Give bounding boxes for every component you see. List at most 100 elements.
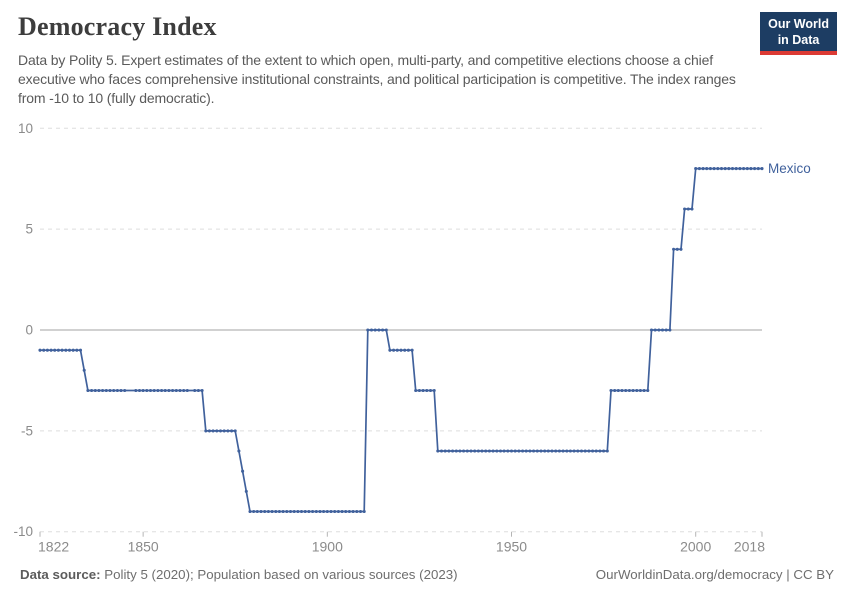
data-point[interactable] [683,207,687,211]
data-point[interactable] [182,388,186,393]
data-point[interactable] [285,509,289,514]
data-point[interactable] [299,509,304,514]
data-point[interactable] [152,388,156,393]
data-point[interactable] [67,348,72,352]
data-point[interactable] [355,509,359,514]
data-point[interactable] [576,449,580,453]
data-point[interactable] [701,167,705,171]
data-point[interactable] [447,449,451,453]
data-point[interactable] [60,348,64,352]
data-point[interactable] [565,449,569,453]
data-point[interactable] [241,469,245,473]
data-point[interactable] [406,348,410,352]
data-point[interactable] [134,388,138,393]
data-point[interactable] [546,449,550,453]
data-point[interactable] [425,388,429,393]
data-point[interactable] [602,449,606,453]
data-point[interactable] [469,449,473,453]
data-point[interactable] [244,489,248,493]
data-point[interactable] [344,509,348,514]
data-point[interactable] [56,348,60,352]
data-point[interactable] [465,449,469,453]
data-point[interactable] [252,509,256,514]
data-point[interactable] [340,509,344,514]
data-point[interactable] [635,388,639,393]
data-point[interactable] [137,388,142,393]
data-point[interactable] [712,167,716,171]
data-point[interactable] [591,449,595,453]
data-point[interactable] [311,509,315,514]
data-point[interactable] [230,429,234,433]
data-point[interactable] [568,449,572,453]
data-point[interactable] [292,509,296,514]
data-point[interactable] [237,449,241,453]
data-point[interactable] [432,388,436,393]
data-point[interactable] [594,449,598,453]
data-point[interactable] [487,449,491,453]
data-point[interactable] [624,388,628,393]
data-point[interactable] [395,348,399,352]
data-point[interactable] [484,449,488,453]
data-point[interactable] [598,449,602,453]
data-point[interactable] [78,348,83,352]
data-point[interactable] [71,348,75,352]
data-point[interactable] [690,207,694,211]
data-point[interactable] [745,167,749,171]
data-point[interactable] [303,509,307,514]
data-point[interactable] [462,449,466,453]
data-point[interactable] [480,449,484,453]
owid-license-link[interactable]: OurWorldinData.org/democracy | CC BY [595,567,834,582]
data-point[interactable] [708,167,712,171]
data-point[interactable] [686,207,690,211]
data-point[interactable] [101,388,105,393]
data-point[interactable] [266,509,270,514]
data-point[interactable] [329,509,333,514]
data-point[interactable] [679,247,683,251]
data-point[interactable] [108,388,112,393]
data-point[interactable] [222,429,226,433]
data-point[interactable] [112,388,116,393]
data-point[interactable] [561,449,565,453]
data-point[interactable] [369,328,374,332]
data-point[interactable] [513,449,517,453]
data-point[interactable] [454,449,458,453]
data-point[interactable] [333,509,337,514]
data-point[interactable] [82,368,86,372]
data-point[interactable] [587,449,591,453]
data-point[interactable] [156,388,160,393]
data-point[interactable] [174,388,178,393]
data-point[interactable] [638,388,642,393]
data-point[interactable] [53,348,57,352]
data-point[interactable] [443,449,447,453]
data-point[interactable] [75,348,79,352]
data-point[interactable] [49,348,53,352]
data-point[interactable] [351,509,355,514]
data-point[interactable] [263,509,267,514]
data-point[interactable] [322,509,326,514]
data-point[interactable] [347,509,351,514]
data-point[interactable] [528,449,532,453]
data-point[interactable] [204,429,208,433]
data-point[interactable] [115,388,119,393]
data-point[interactable] [664,328,668,332]
data-point[interactable] [756,167,760,171]
data-point[interactable] [358,509,363,514]
data-point[interactable] [716,167,720,171]
data-point[interactable] [723,167,727,171]
data-point[interactable] [45,348,49,352]
data-point[interactable] [428,388,433,393]
data-point[interactable] [760,167,764,171]
data-point[interactable] [399,348,403,352]
data-point[interactable] [421,388,425,393]
series-line-mexico[interactable] [40,167,762,513]
owid-logo[interactable]: Our World in Data [760,12,837,56]
data-point[interactable] [609,388,613,393]
data-point[interactable] [226,429,230,433]
data-point[interactable] [749,167,753,171]
data-point[interactable] [178,388,182,393]
data-point[interactable] [163,388,167,393]
data-point[interactable] [185,388,189,393]
data-point[interactable] [141,388,145,393]
data-point[interactable] [90,388,94,393]
data-point[interactable] [532,449,536,453]
